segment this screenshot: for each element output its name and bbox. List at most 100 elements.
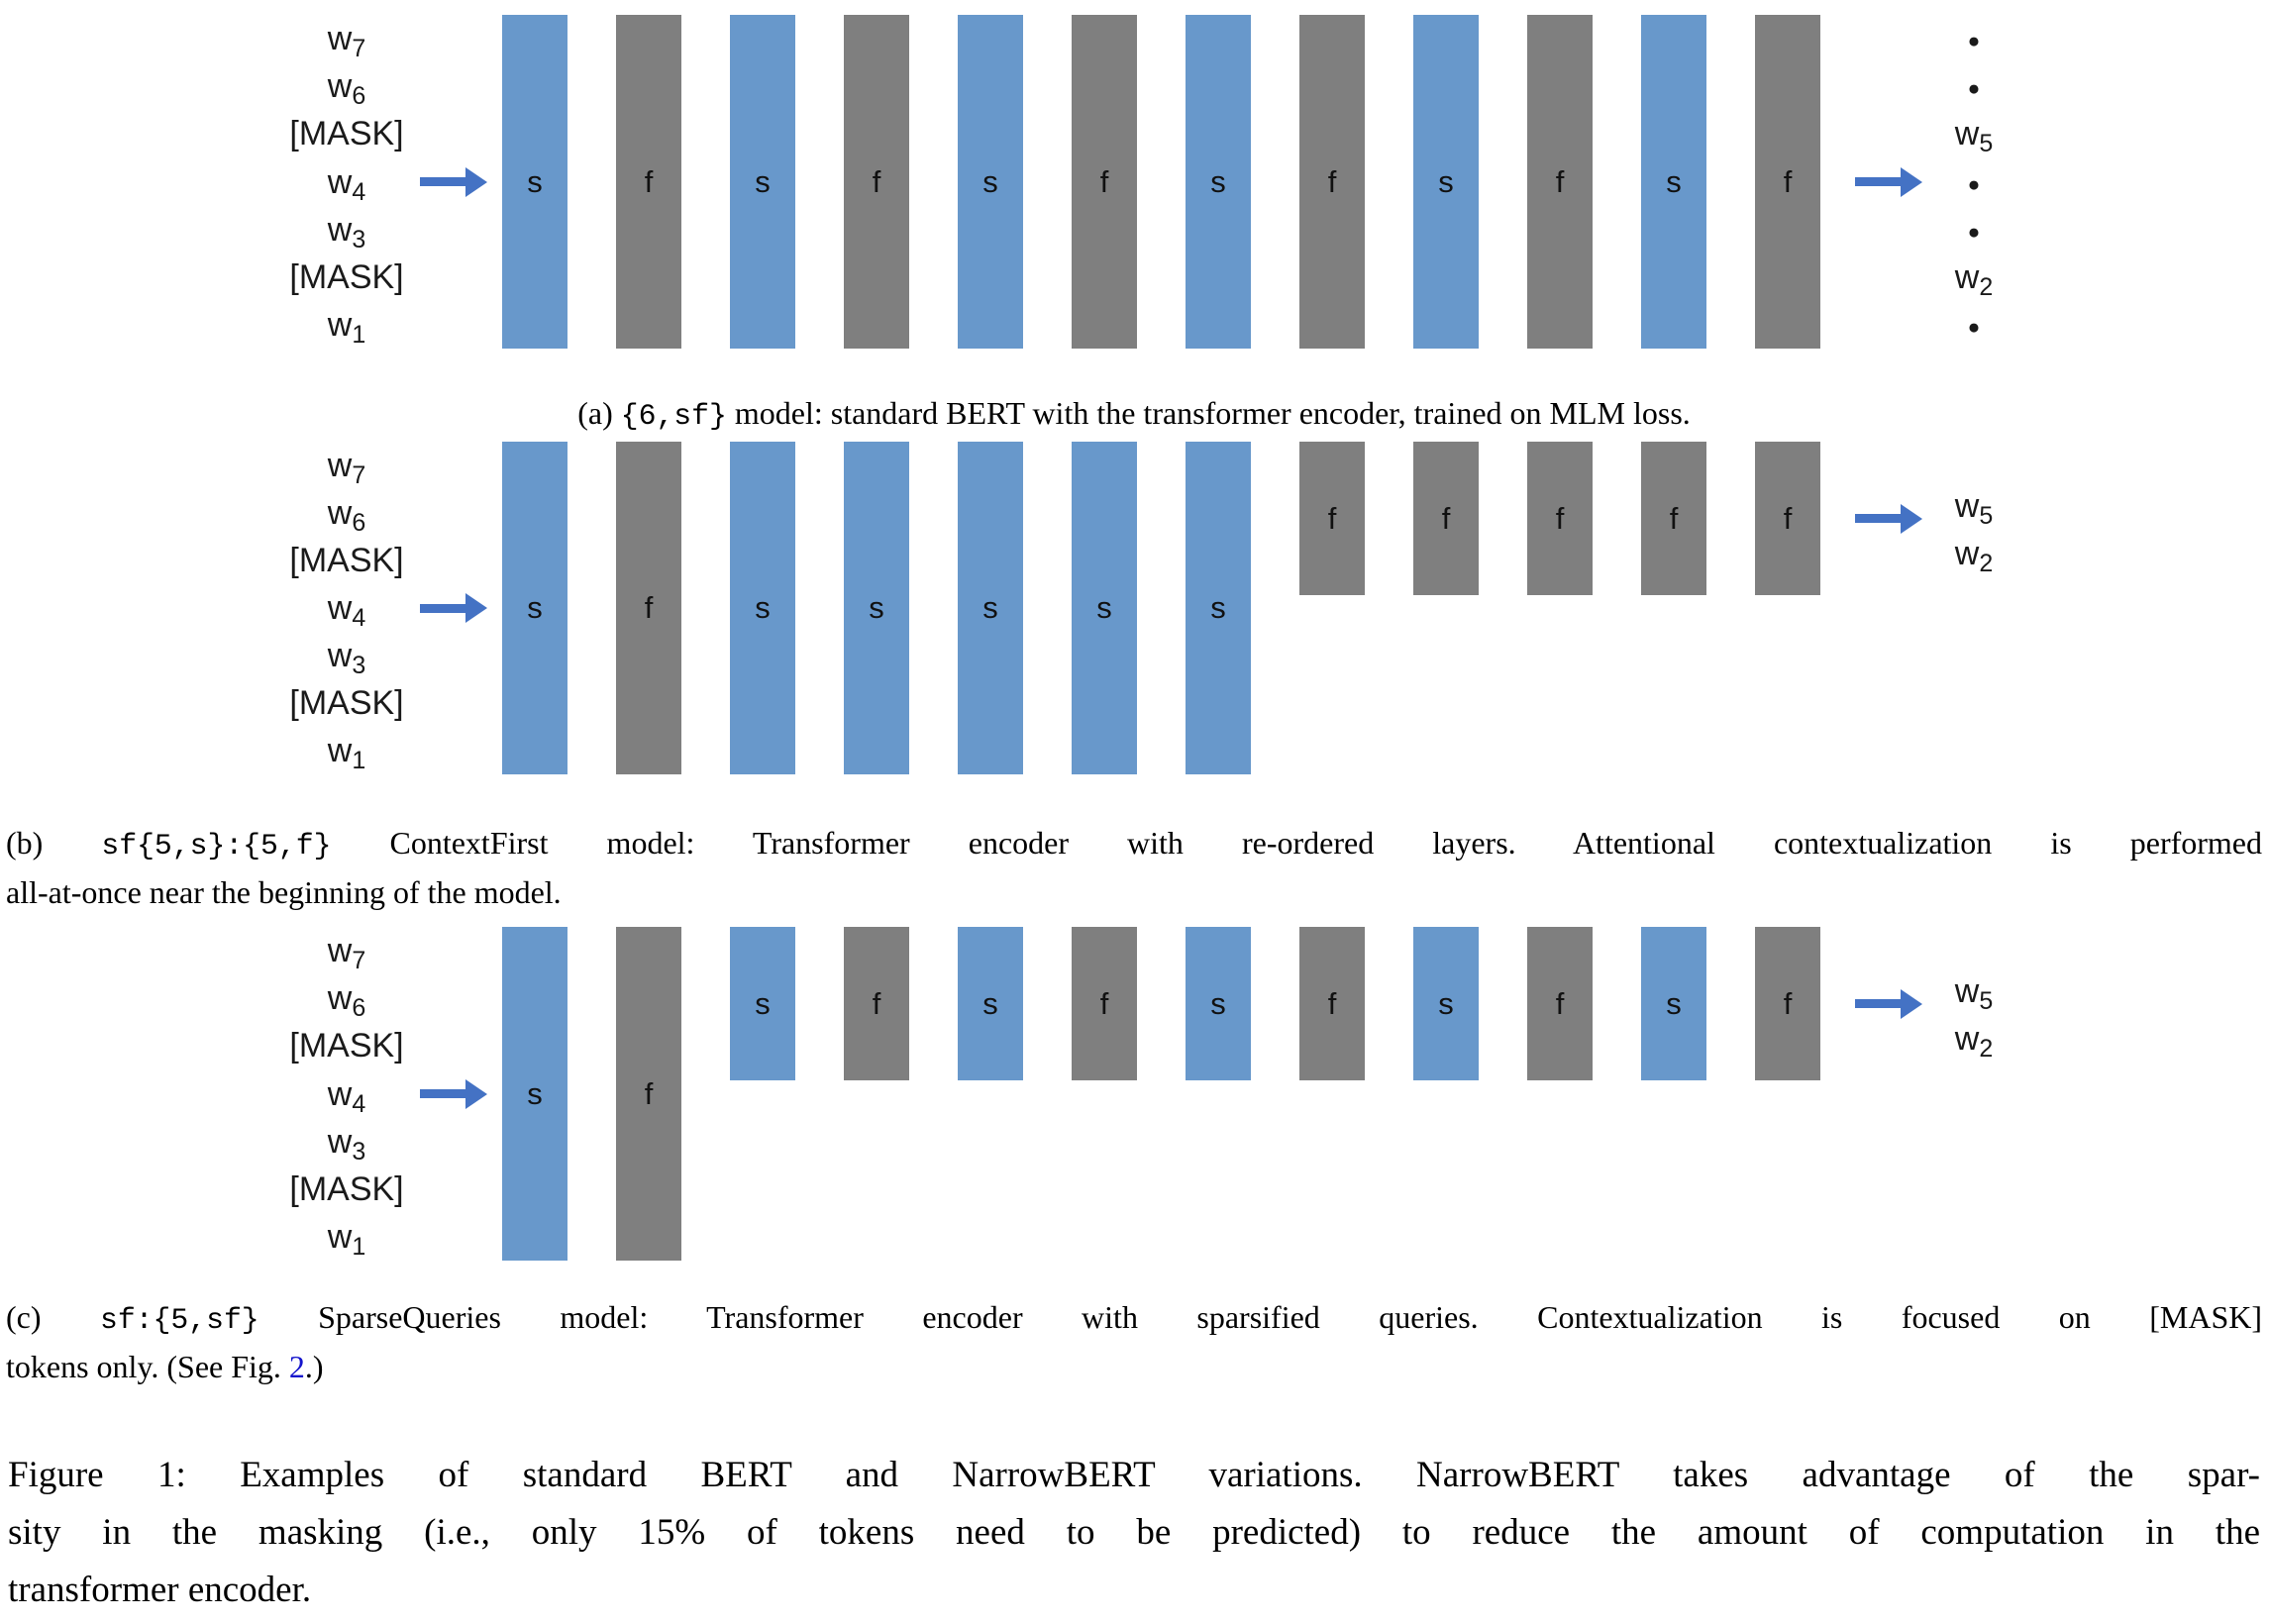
input-token: w7 bbox=[228, 442, 465, 489]
output-token: w5 bbox=[1895, 482, 2053, 530]
layer-bar-f-short: f bbox=[844, 927, 909, 1080]
panel-c-caption: (c) sf:{5,sf} SparseQueries model: Trans… bbox=[0, 1292, 2270, 1391]
token-subscript: 1 bbox=[352, 320, 366, 349]
layer-bar-label: f bbox=[1327, 163, 1337, 199]
input-token: w1 bbox=[228, 301, 465, 349]
input-token: w1 bbox=[228, 727, 465, 774]
token-base: w bbox=[327, 494, 353, 532]
layer-bar-label: f bbox=[872, 985, 881, 1021]
token-base: w bbox=[327, 637, 353, 674]
layer-bar-s-tall: s bbox=[958, 442, 1023, 774]
mask-token-label: [MASK] bbox=[289, 542, 404, 579]
token-subscript: 6 bbox=[352, 82, 366, 111]
input-arrow-shaft bbox=[420, 177, 466, 186]
output-arrow-shaft bbox=[1855, 514, 1902, 523]
layer-bar-f-short: f bbox=[1755, 927, 1820, 1080]
token-base: w bbox=[1954, 971, 1980, 1010]
caption-text: SparseQueries model: Transformer encoder… bbox=[258, 1299, 2263, 1335]
input-arrow-head-icon bbox=[465, 166, 487, 197]
input-token: w3 bbox=[228, 632, 465, 679]
layer-bar-f-short: f bbox=[1413, 442, 1479, 595]
layer-bar-label: s bbox=[527, 590, 543, 625]
output-arrow-head-icon bbox=[1901, 503, 1922, 534]
input-arrow-head-icon bbox=[465, 593, 487, 623]
input-token: w3 bbox=[228, 206, 465, 254]
layer-bar-label: f bbox=[1555, 985, 1565, 1021]
layer-bar-s-tall: s bbox=[1072, 442, 1137, 774]
output-arrow-shaft bbox=[1855, 177, 1902, 186]
layer-bar-f-short: f bbox=[1527, 927, 1593, 1080]
figure-caption-line: Figure 1: Examples of standard BERT and … bbox=[8, 1455, 2260, 1495]
output-dot: ● bbox=[1967, 77, 1981, 101]
caption-text: tokens only. (See Fig. bbox=[6, 1349, 289, 1384]
output-arrow bbox=[1855, 503, 1922, 534]
mask-token-label: [MASK] bbox=[289, 1027, 404, 1066]
caption-text: all-at-once near the beginning of the mo… bbox=[6, 874, 562, 910]
input-token: w7 bbox=[228, 927, 465, 974]
token-subscript: 1 bbox=[352, 747, 366, 774]
layer-bar-label: f bbox=[1783, 500, 1793, 536]
token-base: w bbox=[327, 447, 353, 484]
layer-bar-label: f bbox=[1555, 500, 1565, 536]
layer-bar-f-tall: f bbox=[844, 15, 909, 349]
token-base: w bbox=[327, 1122, 353, 1161]
input-token: [MASK] bbox=[228, 1022, 465, 1069]
layer-bar-label: s bbox=[1210, 590, 1226, 625]
input-token: w6 bbox=[228, 62, 465, 110]
figure2-link[interactable]: 2 bbox=[288, 1349, 305, 1384]
token-subscript: 3 bbox=[352, 652, 366, 679]
layer-bar-label: f bbox=[1669, 500, 1679, 536]
input-token: w4 bbox=[228, 158, 465, 206]
caption-line: (a) {6,sf} model: standard BERT with the… bbox=[0, 388, 2270, 438]
mask-token-label: [MASK] bbox=[289, 115, 404, 153]
layer-bar-s-short: s bbox=[1413, 927, 1479, 1080]
output-dot: ● bbox=[1967, 315, 1981, 339]
layer-bar-label: s bbox=[869, 590, 884, 625]
layer-bar-label: f bbox=[1783, 163, 1793, 199]
output-token: w5 bbox=[1895, 110, 2053, 157]
output-token: w2 bbox=[1895, 254, 2053, 301]
layer-bar-s-tall: s bbox=[844, 442, 909, 774]
layer-bar-label: s bbox=[982, 163, 998, 199]
layer-bar-f-short: f bbox=[1527, 442, 1593, 595]
layer-bar-label: s bbox=[1666, 985, 1682, 1021]
layer-bar-label: f bbox=[644, 590, 654, 625]
token-subscript: 5 bbox=[1979, 130, 1994, 158]
layer-bar-label: f bbox=[1783, 985, 1793, 1021]
layer-bar-label: s bbox=[1210, 163, 1226, 199]
layer-bar-f-tall: f bbox=[1299, 15, 1365, 349]
output-dot: ● bbox=[1967, 220, 1981, 244]
layer-bar-label: s bbox=[1096, 590, 1112, 625]
layer-bar-s-short: s bbox=[730, 927, 795, 1080]
panel-a-caption: (a) {6,sf} model: standard BERT with the… bbox=[0, 388, 2270, 438]
output-dot: ● bbox=[1967, 30, 1981, 53]
layer-bar-s-short: s bbox=[1641, 927, 1706, 1080]
token-base: w bbox=[327, 20, 353, 58]
input-token: [MASK] bbox=[228, 1166, 465, 1213]
output-arrow-shaft bbox=[1855, 999, 1902, 1008]
caption-text: (a) bbox=[577, 395, 621, 431]
token-base: w bbox=[327, 67, 353, 106]
token-base: w bbox=[327, 932, 353, 970]
output-arrow bbox=[1855, 166, 1922, 197]
layer-bar-label: f bbox=[1555, 163, 1565, 199]
caption-line: all-at-once near the beginning of the mo… bbox=[0, 867, 2270, 917]
input-token: w1 bbox=[228, 1213, 465, 1261]
input-token: w6 bbox=[228, 974, 465, 1022]
input-arrow bbox=[420, 1078, 487, 1109]
layer-bar-label: s bbox=[527, 1075, 543, 1111]
mask-token-label: [MASK] bbox=[289, 1169, 404, 1208]
token-subscript: 2 bbox=[1979, 272, 1994, 301]
layer-bar-label: s bbox=[1438, 163, 1454, 199]
layer-bar-label: s bbox=[982, 985, 998, 1021]
mask-token-label: [MASK] bbox=[289, 257, 404, 296]
layer-bar-f-short: f bbox=[1299, 927, 1365, 1080]
layer-bar-label: f bbox=[644, 163, 654, 199]
input-token: w4 bbox=[228, 1070, 465, 1118]
layer-bar-s-tall: s bbox=[502, 442, 568, 774]
layer-bar-label: f bbox=[644, 1075, 654, 1111]
layer-bar-label: s bbox=[1210, 985, 1226, 1021]
output-arrow bbox=[1855, 988, 1922, 1019]
output-dot-row: ● bbox=[1895, 62, 2053, 110]
